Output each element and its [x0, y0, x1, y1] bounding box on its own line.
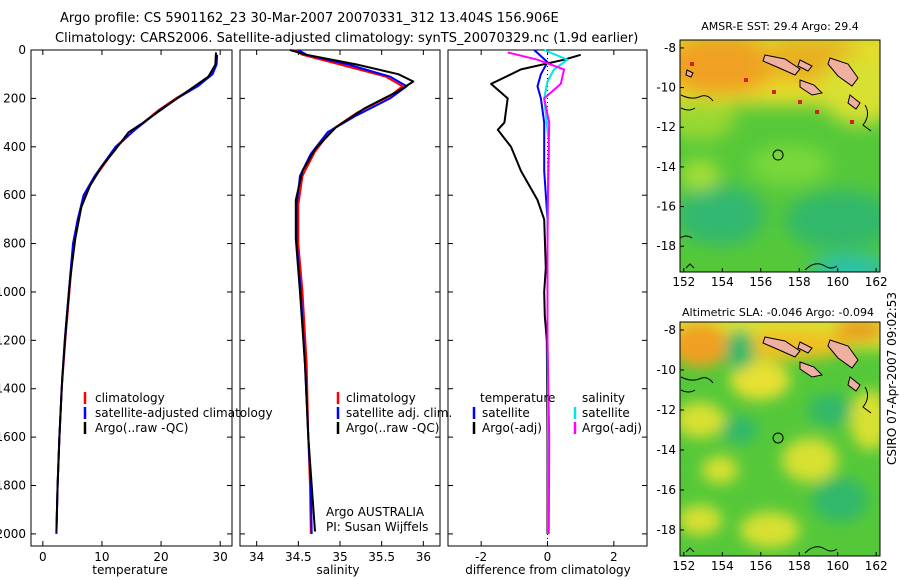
y-tick-label: 1800: [0, 479, 26, 493]
y-tick-label: 1600: [0, 430, 26, 444]
footer-timestamp: CSIRO 07-Apr-2007 09:02:53: [885, 292, 899, 465]
legend-label: satellite: [582, 406, 630, 420]
legend-label: satellite: [482, 406, 530, 420]
legend-label: Argo(-adj): [582, 421, 642, 435]
y-tick-label: -16: [656, 200, 676, 214]
legend-label: Argo(-adj): [482, 421, 542, 435]
x-tick-label: 10: [94, 550, 109, 564]
series-line: [507, 51, 566, 534]
x-tick-label: 34: [249, 550, 264, 564]
y-tick-label: 1400: [0, 382, 26, 396]
temperature-legend: climatology satellite-adjusted climatolo…: [83, 391, 273, 435]
annotation-line2: PI: Susan Wijffels: [326, 520, 428, 534]
sla-map-frame: [679, 321, 881, 557]
legend-label: climatology: [95, 391, 165, 405]
legend-label: satellite-adjusted climatology: [95, 406, 273, 420]
x-tick-label: 162: [865, 275, 888, 289]
y-tick-label: -14: [656, 443, 676, 457]
legend-label: Argo(..raw -QC): [95, 421, 188, 435]
y-tick-label: -18: [656, 239, 676, 253]
argo-position-marker: [772, 149, 784, 161]
y-tick-label: 400: [3, 140, 26, 154]
x-tick-label: 2: [610, 550, 618, 564]
series-line: [293, 49, 404, 534]
x-tick-label: 0: [544, 550, 552, 564]
legend-label: Argo(..raw -QC): [346, 421, 439, 435]
series-line: [55, 52, 217, 532]
x-tick-label: 154: [711, 275, 734, 289]
salinity-xlabel: salinity: [316, 563, 359, 577]
argo-position-marker: [772, 432, 784, 444]
x-tick-label: 156: [749, 559, 772, 573]
x-tick-label: 34.5: [285, 550, 312, 564]
annotation-line1: Argo AUSTRALIA: [326, 505, 425, 519]
sst-map-axes: 152 154 156 158 160 162 -8 -10 -12 -14 -16 -18: [656, 41, 887, 289]
y-tick-label: -14: [656, 160, 676, 174]
x-tick-label: 20: [153, 550, 168, 564]
x-tick-label: -2: [475, 550, 487, 564]
sla-map-field: [680, 322, 880, 556]
x-tick-label: 152: [672, 275, 695, 289]
y-tick-label: -8: [664, 41, 676, 55]
x-tick-label: 160: [826, 275, 849, 289]
title-line2: Climatology: CARS2006. Satellite-adjuste…: [55, 31, 638, 46]
legend-header-salinity: salinity: [582, 391, 625, 405]
legend-label: satellite adj. clim.: [346, 406, 452, 420]
x-tick-label: 35.5: [368, 550, 395, 564]
y-tick-label: 1000: [0, 285, 26, 299]
x-tick-label: 162: [865, 559, 888, 573]
title-line1: Argo profile: CS 5901162_23 30-Mar-2007 …: [60, 11, 559, 26]
y-tick-label: -10: [656, 81, 676, 95]
difference-legend: temperature satellite Argo(-adj) salinit…: [472, 391, 642, 435]
salinity-panel-frame: [239, 49, 441, 547]
x-tick-label: 30: [213, 550, 228, 564]
x-tick-label: 160: [826, 559, 849, 573]
series-line: [289, 49, 415, 532]
legend-header-temperature: temperature: [480, 391, 555, 405]
x-tick-label: 158: [788, 559, 811, 573]
temperature-panel: 0 10 20 30 0 200 400 600 800 1000 1200 1400 1600 1800…: [0, 43, 232, 564]
y-tick-label: 2000: [0, 527, 26, 541]
temperature-panel-frame: [30, 49, 233, 547]
legend-label: climatology: [346, 391, 416, 405]
y-tick-label: 800: [3, 237, 26, 251]
x-tick-label: 154: [711, 559, 734, 573]
y-tick-label: -10: [656, 363, 676, 377]
salinity-legend: climatology satellite adj. clim. Argo(..…: [326, 391, 452, 534]
y-tick-label: -8: [664, 323, 676, 337]
y-tick-label: 200: [3, 91, 26, 105]
x-tick-label: 0: [39, 550, 47, 564]
salinity-panel: 34 34.5 35 35.5 36: [240, 49, 440, 564]
series-line: [490, 53, 581, 534]
sst-map-field: [680, 40, 880, 272]
temperature-xlabel: temperature: [92, 563, 167, 577]
x-tick-label: 156: [749, 275, 772, 289]
sst-map-frame: [679, 39, 881, 273]
y-tick-label: -18: [656, 523, 676, 537]
sst-map-title: AMSR-E SST: 29.4 Argo: 29.4: [701, 20, 859, 33]
sla-map-title: Altimetric SLA: -0.046 Argo: -0.094: [682, 306, 874, 319]
y-tick-label: -12: [656, 403, 676, 417]
y-tick-label: 0: [18, 43, 26, 57]
x-tick-label: 158: [788, 275, 811, 289]
difference-xlabel: difference from climatology: [465, 563, 631, 577]
x-tick-label: 36: [416, 550, 431, 564]
x-tick-label: 35: [332, 550, 347, 564]
y-tick-label: -12: [656, 120, 676, 134]
difference-panel: -2 0 2: [448, 49, 647, 564]
y-tick-label: -16: [656, 483, 676, 497]
y-tick-label: 1200: [0, 333, 26, 347]
y-tick-label: 600: [3, 188, 26, 202]
sla-map-axes: 152 154 156 158 160 162 -8 -10 -12 -14 -16 -18: [656, 323, 887, 573]
x-tick-label: 152: [672, 559, 695, 573]
